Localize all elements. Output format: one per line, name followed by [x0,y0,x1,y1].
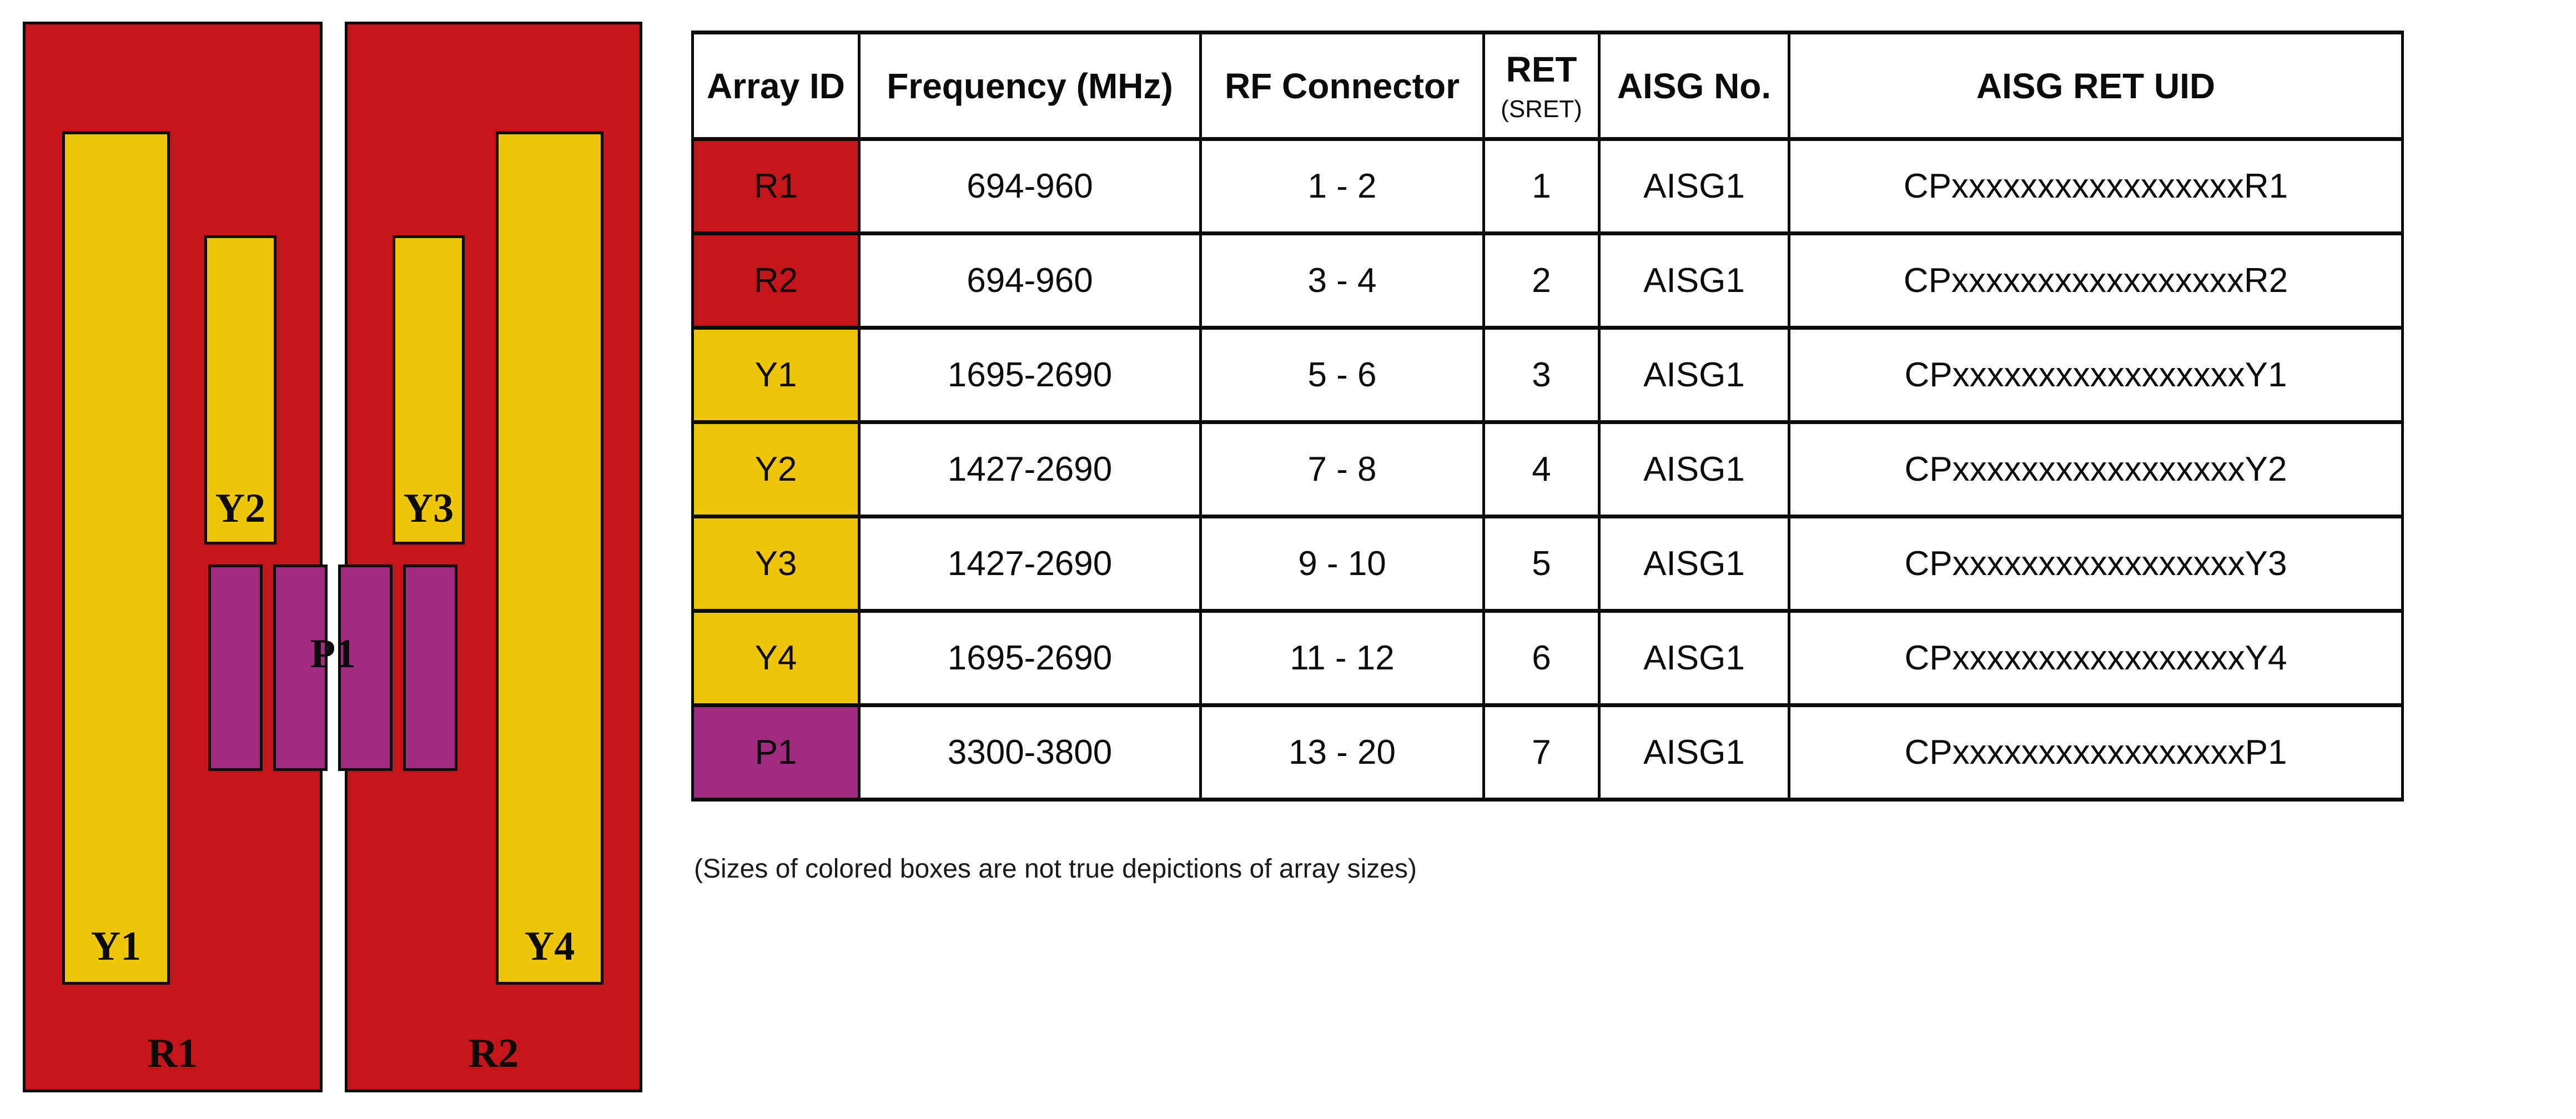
array-id-cell: Y3 [691,515,861,613]
array-id-cell: R2 [691,231,861,330]
array-label-r1: R1 [147,1031,198,1076]
table-row-y3: Y3 1427-2690 9 - 10 5 AISG1 CPxxxxxxxxxx… [691,515,2404,613]
col-header-aisg-ret-uid: AISG RET UID [1788,31,2404,141]
array-label-y4: Y4 [524,924,575,969]
antenna-array-diagram: Y2 Y3 P1 Y1 Y4 R1 R2 [0,0,694,1119]
array-config-table: Array ID Frequency (MHz) RF Connector RE… [691,31,2404,802]
col-header-array-id: Array ID [691,31,861,141]
frequency-cell: 3300-3800 [858,703,1202,802]
array-id-cell: Y1 [691,326,861,424]
uid-cell: CPxxxxxxxxxxxxxxxxxP1 [1788,703,2404,802]
rf-connector-cell: 13 - 20 [1199,703,1485,802]
ret-header-main: RET [1506,49,1577,89]
ret-cell: 4 [1482,420,1601,518]
rf-connector-cell: 9 - 10 [1199,515,1485,613]
frequency-cell: 694-960 [858,231,1202,330]
col-header-frequency: Frequency (MHz) [858,31,1202,141]
table-row-r1: R1 694-960 1 - 2 1 AISG1 CPxxxxxxxxxxxxx… [691,137,2404,235]
uid-cell: CPxxxxxxxxxxxxxxxxxR2 [1788,231,2404,330]
aisg-no-cell: AISG1 [1598,326,1790,424]
array-label-p1: P1 [310,631,356,677]
rf-connector-cell: 1 - 2 [1199,137,1485,235]
aisg-no-cell: AISG1 [1598,609,1790,707]
uid-cell: CPxxxxxxxxxxxxxxxxxY4 [1788,609,2404,707]
col-header-rf-connector: RF Connector [1199,31,1485,141]
table-row-y1: Y1 1695-2690 5 - 6 3 AISG1 CPxxxxxxxxxxx… [691,326,2404,424]
aisg-no-cell: AISG1 [1598,420,1790,518]
table-row-p1: P1 3300-3800 13 - 20 7 AISG1 CPxxxxxxxxx… [691,703,2404,802]
ret-cell: 7 [1482,703,1601,802]
aisg-no-cell: AISG1 [1598,703,1790,802]
ret-header-sub: (SRET) [1501,95,1582,123]
table-row-y4: Y4 1695-2690 11 - 12 6 AISG1 CPxxxxxxxxx… [691,609,2404,707]
table-row-y2: Y2 1427-2690 7 - 8 4 AISG1 CPxxxxxxxxxxx… [691,420,2404,518]
table-row-r2: R2 694-960 3 - 4 2 AISG1 CPxxxxxxxxxxxxx… [691,231,2404,330]
array-label-y1: Y1 [90,924,142,969]
purple-array-bar-1 [208,564,263,771]
purple-array-bar-4 [403,564,457,771]
yellow-array-y1 [62,132,170,985]
array-label-y2: Y2 [215,486,266,531]
frequency-cell: 1695-2690 [858,609,1202,707]
uid-cell: CPxxxxxxxxxxxxxxxxxY2 [1788,420,2404,518]
ret-cell: 2 [1482,231,1601,330]
frequency-cell: 1427-2690 [858,515,1202,613]
aisg-no-cell: AISG1 [1598,137,1790,235]
uid-cell: CPxxxxxxxxxxxxxxxxxY3 [1788,515,2404,613]
ret-cell: 5 [1482,515,1601,613]
rf-connector-cell: 3 - 4 [1199,231,1485,330]
ret-cell: 3 [1482,326,1601,424]
aisg-no-cell: AISG1 [1598,515,1790,613]
yellow-array-y4 [496,132,603,985]
rf-connector-cell: 7 - 8 [1199,420,1485,518]
frequency-cell: 1695-2690 [858,326,1202,424]
frequency-cell: 694-960 [858,137,1202,235]
array-id-cell: R1 [691,137,861,235]
size-disclaimer-note: (Sizes of colored boxes are not true dep… [694,854,1417,884]
frequency-cell: 1427-2690 [858,420,1202,518]
array-label-y3: Y3 [403,486,454,531]
aisg-no-cell: AISG1 [1598,231,1790,330]
array-id-cell: Y4 [691,609,861,707]
purple-array-bar-2 [273,564,328,771]
purple-array-bar-3 [338,564,393,771]
rf-connector-cell: 5 - 6 [1199,326,1485,424]
col-header-aisg-no: AISG No. [1598,31,1790,141]
yellow-array-y2 [204,235,276,545]
array-label-r2: R2 [468,1031,519,1076]
header-row: Array ID Frequency (MHz) RF Connector RE… [691,31,2404,141]
rf-connector-cell: 11 - 12 [1199,609,1485,707]
col-header-ret: RET (SRET) [1482,31,1601,141]
array-id-cell: P1 [691,703,861,802]
yellow-array-y3 [393,235,465,545]
ret-cell: 1 [1482,137,1601,235]
uid-cell: CPxxxxxxxxxxxxxxxxxR1 [1788,137,2404,235]
ret-cell: 6 [1482,609,1601,707]
array-id-cell: Y2 [691,420,861,518]
uid-cell: CPxxxxxxxxxxxxxxxxxY1 [1788,326,2404,424]
